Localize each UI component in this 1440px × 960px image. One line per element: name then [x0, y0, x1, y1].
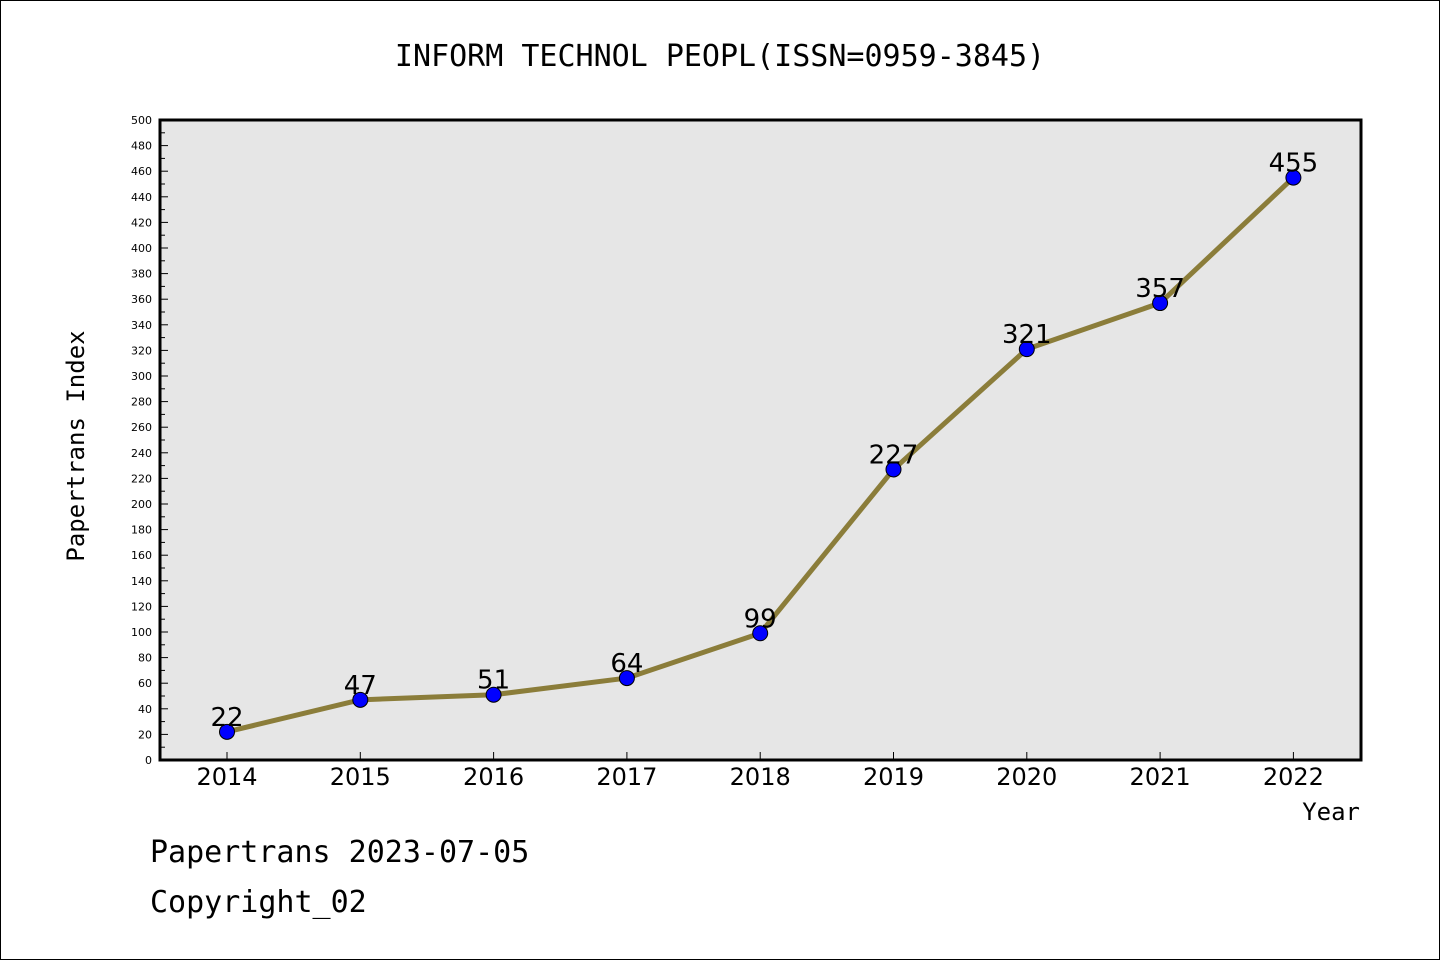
y-tick-label: 420 [131, 216, 152, 229]
x-tick-label: 2016 [463, 763, 524, 791]
y-tick-label: 100 [131, 626, 152, 639]
data-label: 227 [869, 440, 919, 470]
data-label: 22 [210, 703, 243, 733]
y-tick-label: 500 [131, 114, 152, 127]
y-tick-label: 380 [131, 268, 152, 281]
x-tick-label: 2014 [196, 763, 257, 791]
x-tick-label: 2020 [996, 763, 1057, 791]
y-tick-label: 440 [131, 191, 152, 204]
plot-area [160, 120, 1361, 760]
y-axis-label: Papertrans Index [62, 330, 90, 561]
y-tick-label: 240 [131, 447, 152, 460]
y-tick-label: 280 [131, 396, 152, 409]
data-label: 99 [744, 604, 777, 634]
y-tick-label: 0 [145, 754, 152, 767]
data-label: 64 [610, 649, 643, 679]
y-tick-label: 300 [131, 370, 152, 383]
y-tick-label: 180 [131, 524, 152, 537]
data-point [1285, 169, 1302, 186]
data-point [352, 691, 369, 708]
data-point [1152, 295, 1169, 312]
y-tick-label: 60 [138, 677, 152, 690]
data-point [618, 670, 635, 687]
x-tick-label: 2019 [863, 763, 924, 791]
x-tick-label: 2015 [330, 763, 391, 791]
y-tick-label: 20 [138, 728, 152, 741]
x-tick-label: 2017 [596, 763, 657, 791]
y-tick-label: 260 [131, 421, 152, 434]
x-tick-label: 2018 [730, 763, 791, 791]
data-label: 455 [1269, 149, 1319, 179]
x-tick-label: 2022 [1263, 763, 1324, 791]
data-label: 51 [477, 666, 510, 696]
x-axis-ticks: 2014 2015 2016 2017 2018 2019 2020 2021 2022 [196, 752, 1324, 791]
x-tick-label: 2021 [1130, 763, 1191, 791]
y-tick-label: 80 [138, 652, 152, 665]
y-tick-label: 320 [131, 344, 152, 357]
data-label: 357 [1135, 274, 1185, 304]
y-axis-ticks: 0 20 40 60 80 100 120 140 160 180 200 220 240 260 280 3… [131, 114, 168, 767]
data-labels: 22 47 51 64 99 227 321 357 455 [210, 149, 1318, 733]
y-tick-label: 200 [131, 498, 152, 511]
y-tick-label: 140 [131, 575, 152, 588]
footer-copyright: Copyright_02 [150, 885, 367, 920]
y-tick-label: 480 [131, 140, 152, 153]
y-tick-label: 120 [131, 600, 152, 613]
y-tick-label: 220 [131, 472, 152, 485]
y-tick-label: 40 [138, 703, 152, 716]
data-label: 47 [344, 671, 377, 701]
data-label: 321 [1002, 320, 1052, 350]
data-point [485, 686, 502, 703]
y-tick-label: 400 [131, 242, 152, 255]
y-tick-label: 460 [131, 165, 152, 178]
data-point [885, 461, 902, 478]
y-tick-label: 160 [131, 549, 152, 562]
y-tick-label: 340 [131, 319, 152, 332]
x-axis-label: Year [1302, 798, 1360, 826]
footer-date: Papertrans 2023-07-05 [150, 835, 530, 870]
data-point [752, 625, 769, 642]
data-point [219, 723, 235, 740]
chart-title: INFORM TECHNOL PEOPL(ISSN=0959-3845) [395, 39, 1045, 74]
y-tick-label: 360 [131, 293, 152, 306]
data-markers [219, 169, 1302, 740]
plot-border [158, 118, 1363, 762]
data-point [1018, 341, 1035, 358]
